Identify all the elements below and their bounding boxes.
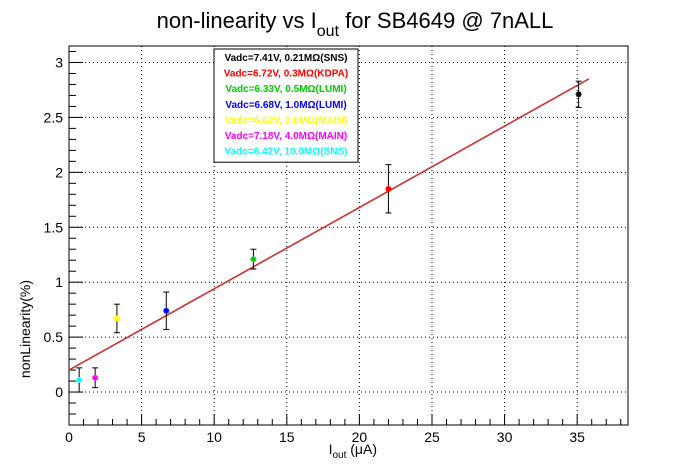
legend-entry: Vadc=6.68V, 1.0MΩ(LUMI) <box>225 100 346 111</box>
x-axis-title-rest: (μA) <box>346 441 377 457</box>
data-point <box>575 91 582 98</box>
data-point <box>92 374 99 381</box>
x-axis-title: Iout (μA) <box>329 441 377 461</box>
chart-title: non-linearity vs Iout for SB4649 @ 7nALL <box>157 8 554 40</box>
y-tick-label: 2.5 <box>44 109 64 125</box>
y-tick-label: 0.5 <box>44 329 64 345</box>
chart-title-subscript: out <box>317 23 340 40</box>
y-tick-label: 3 <box>55 54 63 70</box>
x-tick-label: 15 <box>279 429 295 445</box>
legend: Vadc=7.41V, 0.21MΩ(SNS) Vadc=6.72V, 0.3MΩ… <box>213 48 359 163</box>
legend-entry: Vadc=6.42V, 10.0MΩ(SNS) <box>225 147 348 158</box>
x-tick-label: 0 <box>65 429 73 445</box>
legend-entry: Vadc=7.18V, 4.0MΩ(MAIN) <box>225 131 347 142</box>
x-axis-title-main: I <box>329 441 333 457</box>
data-points-layer <box>76 80 582 393</box>
legend-entries: Vadc=7.41V, 0.21MΩ(SNS) Vadc=6.72V, 0.3MΩ… <box>224 53 348 158</box>
x-tick-label: 20 <box>352 429 368 445</box>
x-tick-label: 10 <box>206 429 222 445</box>
y-tick-label: 2 <box>55 164 63 180</box>
legend-entry: Vadc=6.33V, 0.5MΩ(LUMI) <box>225 84 346 95</box>
legend-entry: Vadc=6.62V, 2.0MΩ(MAIN) <box>225 115 347 126</box>
x-axis-title-subscript: out <box>332 450 346 461</box>
axis-ticks: 0 5 10 15 20 25 30 35 0 0.5 1 1.5 2 2.5 3 <box>44 50 622 445</box>
chart-title-main: non-linearity vs I <box>157 8 317 33</box>
legend-box <box>213 48 359 163</box>
legend-entry: Vadc=6.72V, 0.3MΩ(KDPA) <box>224 69 348 80</box>
data-point <box>385 185 392 192</box>
data-point <box>163 307 170 314</box>
y-axis-title: nonLinearity(%) <box>17 280 33 378</box>
legend-entry: Vadc=7.41V, 0.21MΩ(SNS) <box>225 53 348 64</box>
y-tick-label: 0 <box>55 384 63 400</box>
data-point <box>113 315 120 322</box>
y-tick-label: 1.5 <box>44 219 64 235</box>
plot-frame <box>68 45 629 426</box>
fit-line <box>68 78 590 371</box>
data-point <box>250 256 257 263</box>
chart-title-rest: for SB4649 @ 7nALL <box>339 8 553 33</box>
data-point <box>76 376 83 383</box>
x-tick-label: 5 <box>138 429 146 445</box>
x-tick-label: 25 <box>424 429 440 445</box>
fit-line-layer <box>68 78 590 371</box>
x-tick-label: 30 <box>497 429 513 445</box>
x-tick-label: 35 <box>569 429 585 445</box>
y-tick-label: 1 <box>55 274 63 290</box>
